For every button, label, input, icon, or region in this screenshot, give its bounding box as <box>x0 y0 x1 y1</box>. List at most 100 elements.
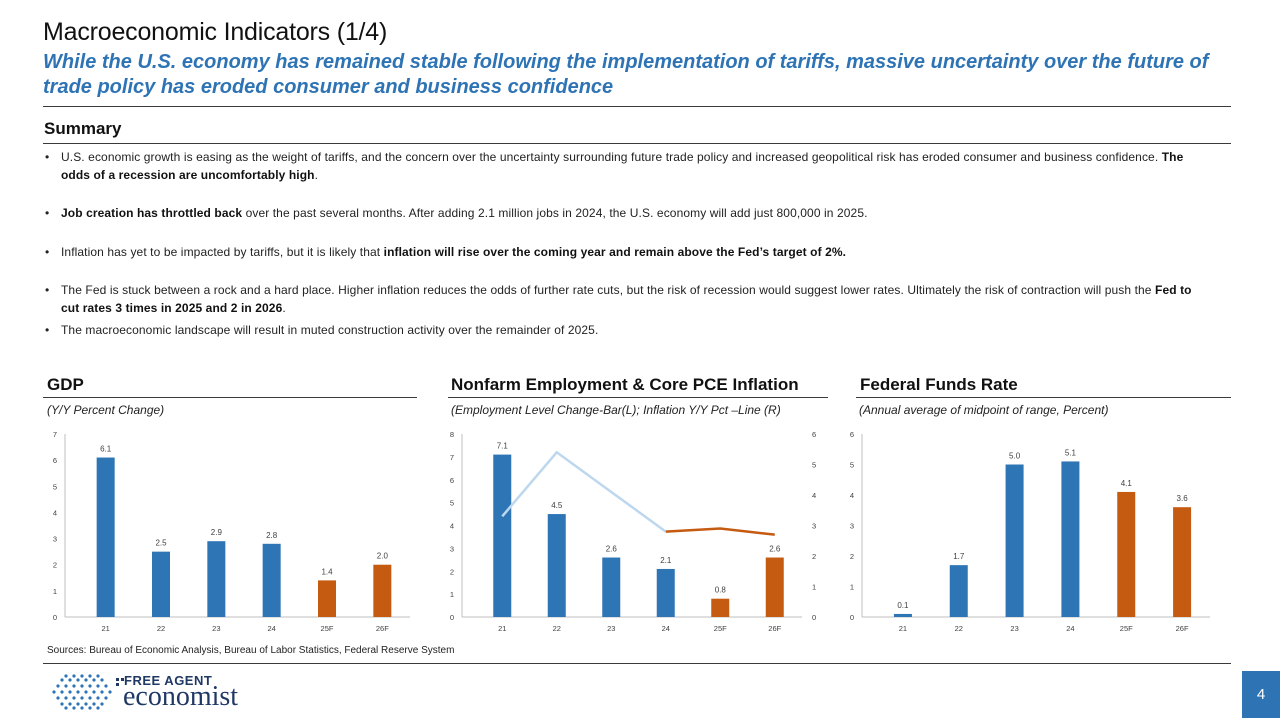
y-tick-label: 6 <box>450 476 454 485</box>
y2-tick-label: 2 <box>812 552 816 561</box>
data-label: 5.0 <box>1009 452 1021 461</box>
summary-divider <box>43 143 1231 144</box>
y2-tick-label: 3 <box>812 522 816 531</box>
y-tick-label: 1 <box>450 590 454 599</box>
x-tick-label: 25F <box>321 624 334 633</box>
data-label: 2.9 <box>211 528 223 537</box>
y-tick-label: 2 <box>850 552 854 561</box>
gdp-chart-divider <box>43 397 417 398</box>
bullet-text: U.S. economic growth is easing as the we… <box>61 150 1162 164</box>
y-tick-label: 0 <box>53 613 57 622</box>
x-tick-label: 21 <box>498 624 506 633</box>
y-tick-label: 2 <box>450 567 454 576</box>
page-title: Macroeconomic Indicators (1/4) <box>43 18 388 46</box>
y-tick-label: 1 <box>850 583 854 592</box>
data-label: 1.4 <box>321 567 333 576</box>
bar <box>1061 461 1080 617</box>
gdp-chart-subtitle: (Y/Y Percent Change) <box>47 403 165 417</box>
y-tick-label: 4 <box>53 508 57 517</box>
fed-funds-chart-subtitle: (Annual average of midpoint of range, Pe… <box>859 403 1109 417</box>
bullet-text: The Fed is stuck between a rock and a ha… <box>61 283 1156 297</box>
bar <box>602 557 621 617</box>
bar <box>96 457 115 617</box>
summary-bullet: Job creation has throttled back over the… <box>44 205 1194 223</box>
y-tick-label: 8 <box>450 430 454 439</box>
y-tick-label: 7 <box>450 453 454 462</box>
data-label: 2.6 <box>606 545 618 554</box>
data-label: 4.1 <box>1121 479 1133 488</box>
x-tick-label: 25F <box>1120 624 1133 633</box>
bullet-text: over the past several months. After addi… <box>242 206 868 220</box>
x-tick-label: 21 <box>899 624 907 633</box>
employment-inflation-chart: 0123456787.1214.5222.6232.1240.825F2.626… <box>450 430 816 633</box>
summary-bullets: U.S. economic growth is easing as the we… <box>44 149 1194 340</box>
data-label: 1.7 <box>953 552 965 561</box>
y-tick-label: 0 <box>450 613 454 622</box>
bullet-text: . <box>314 167 319 182</box>
y-tick-label: 5 <box>53 482 57 491</box>
summary-bullet: U.S. economic growth is easing as the we… <box>44 149 1194 184</box>
data-label: 2.0 <box>377 552 389 561</box>
y-tick-label: 3 <box>450 544 454 553</box>
y-tick-label: 4 <box>850 491 854 500</box>
bar <box>711 598 730 617</box>
data-label: 4.5 <box>551 501 563 510</box>
x-tick-label: 26F <box>768 624 781 633</box>
data-label: 5.1 <box>1065 448 1077 457</box>
footer-divider <box>43 663 1231 664</box>
y-tick-label: 5 <box>450 499 454 508</box>
bullet-emphasis: The odds of a recession are uncomfortabl… <box>61 150 1184 182</box>
inflation-line-forecast <box>665 527 775 536</box>
logo-top-text: FREE AGENT <box>124 673 213 688</box>
bar <box>765 557 784 617</box>
bar <box>547 514 566 617</box>
data-label: 0.8 <box>715 586 727 595</box>
data-label: 3.6 <box>1177 494 1189 503</box>
y-tick-label: 1 <box>53 587 57 596</box>
x-tick-label: 25F <box>714 624 727 633</box>
bar <box>893 613 912 617</box>
x-tick-label: 22 <box>955 624 963 633</box>
y-tick-label: 2 <box>53 561 57 570</box>
data-label: 2.8 <box>266 531 278 540</box>
data-label: 2.5 <box>155 539 167 548</box>
data-label: 2.1 <box>660 556 672 565</box>
y-tick-label: 3 <box>53 535 57 544</box>
y-tick-label: 0 <box>850 613 854 622</box>
x-tick-label: 22 <box>157 624 165 633</box>
bullet-emphasis: Fed to cut rates 3 times in 2025 and 2 i… <box>61 283 1192 315</box>
y-tick-label: 6 <box>850 430 854 439</box>
logo-bottom-text: economist <box>123 681 239 712</box>
bullet-text: . <box>282 300 286 315</box>
fed-funds-chart-title: Federal Funds Rate <box>860 375 1018 394</box>
page-subtitle: While the U.S. economy has remained stab… <box>43 51 1209 98</box>
bullet-text: Inflation has yet to be impacted by tari… <box>61 244 384 259</box>
x-tick-label: 24 <box>662 624 670 633</box>
y2-tick-label: 6 <box>812 430 816 439</box>
y-tick-label: 5 <box>850 461 854 470</box>
fed-funds-chart-divider <box>856 397 1231 398</box>
bullet-emphasis: Job creation has throttled back <box>61 206 243 220</box>
x-tick-label: 23 <box>607 624 615 633</box>
bar <box>262 543 281 617</box>
summary-bullet: The macroeconomic landscape will result … <box>44 322 1194 340</box>
x-tick-label: 24 <box>1066 624 1074 633</box>
y-tick-label: 4 <box>450 522 454 531</box>
x-tick-label: 26F <box>376 624 389 633</box>
x-tick-label: 26F <box>1176 624 1189 633</box>
data-label: 6.1 <box>100 445 112 454</box>
sources-note: Sources: Bureau of Economic Analysis, Bu… <box>47 645 455 656</box>
employment-chart-subtitle: (Employment Level Change-Bar(L); Inflati… <box>451 403 781 417</box>
bar <box>152 551 170 617</box>
summary-bullet: Inflation has yet to be impacted by tari… <box>44 244 1194 262</box>
y2-tick-label: 4 <box>812 491 816 500</box>
bar <box>949 565 968 617</box>
bar <box>1173 507 1192 617</box>
bullet-emphasis: inflation will rise over the coming year… <box>383 244 847 259</box>
summary-bullet: The Fed is stuck between a rock and a ha… <box>44 282 1194 317</box>
y2-tick-label: 1 <box>812 583 816 592</box>
y2-tick-label: 0 <box>812 613 816 622</box>
x-tick-label: 23 <box>212 624 220 633</box>
